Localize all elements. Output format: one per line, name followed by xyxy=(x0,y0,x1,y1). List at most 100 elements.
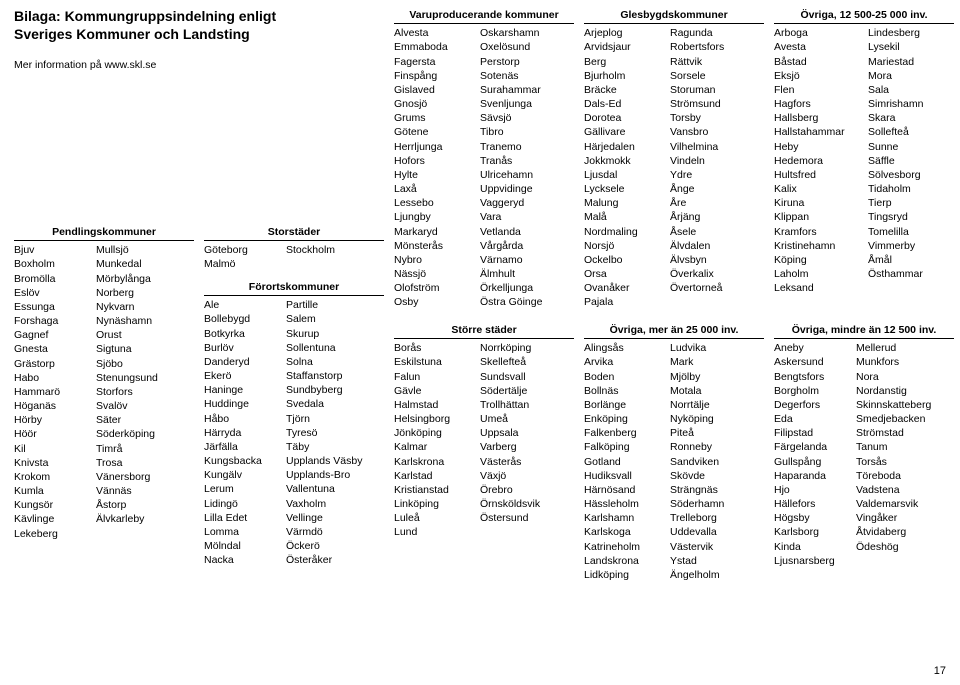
list-item: Tyresö xyxy=(286,426,384,440)
list-item: Jönköping xyxy=(394,426,480,440)
col-glesbygd-2: RagundaRobertsforsRättvikSorseleStoruman… xyxy=(670,26,764,309)
list-item: Svalöv xyxy=(96,399,194,413)
heading-ovriga-25k: Övriga, mer än 25 000 inv. xyxy=(584,323,764,339)
list-item: Svedala xyxy=(286,397,384,411)
list-item: Östersund xyxy=(480,511,574,525)
list-item: Värmdö xyxy=(286,525,384,539)
list-item: Huddinge xyxy=(204,397,286,411)
col-forort-2: PartilleSalemSkurupSollentunaSolnaStaffa… xyxy=(286,298,384,567)
list-item: Vara xyxy=(480,210,574,224)
list-item: Sundbyberg xyxy=(286,383,384,397)
list-item: Bengtsfors xyxy=(774,370,856,384)
list-item: Osby xyxy=(394,295,480,309)
list-item: Essunga xyxy=(14,300,96,314)
list-item: Sorsele xyxy=(670,69,764,83)
cols-pendlings: BjuvBoxholmBromöllaEslövEssungaForshagaG… xyxy=(14,243,194,541)
list-item: Uppsala xyxy=(480,426,574,440)
list-item: Finspång xyxy=(394,69,480,83)
list-item: Ronneby xyxy=(670,440,764,454)
list-item: Ulricehamn xyxy=(480,168,574,182)
list-item: Falköping xyxy=(584,440,670,454)
col-ovriga12_25-1: ArbogaAvestaBåstadEksjöFlenHagforsHallsb… xyxy=(774,26,868,295)
list-item: Södertälje xyxy=(480,384,574,398)
list-item: Vingåker xyxy=(856,511,954,525)
list-item: Gävle xyxy=(394,384,480,398)
list-item: Borås xyxy=(394,341,480,355)
list-item: Gotland xyxy=(584,455,670,469)
list-item: Skinnskatteberg xyxy=(856,398,954,412)
list-item: Stenungsund xyxy=(96,371,194,385)
list-item: Stockholm xyxy=(286,243,384,257)
list-item: Degerfors xyxy=(774,398,856,412)
list-item: Rättvik xyxy=(670,55,764,69)
list-item: Robertsfors xyxy=(670,40,764,54)
list-item: Boden xyxy=(584,370,670,384)
list-item: Lekeberg xyxy=(14,527,96,541)
list-item: Ydre xyxy=(670,168,764,182)
list-item: Årjäng xyxy=(670,210,764,224)
col-ovriga_lt12-1: AnebyAskersundBengtsforsBorgholmDegerfor… xyxy=(774,341,856,568)
list-item: Norsjö xyxy=(584,239,670,253)
list-item: Herrljunga xyxy=(394,140,480,154)
list-item: Tranemo xyxy=(480,140,574,154)
heading-storre-stader: Större städer xyxy=(394,323,574,339)
list-item: Tibro xyxy=(480,125,574,139)
col-forort-1: AleBollebygdBotkyrkaBurlövDanderydEkeröH… xyxy=(204,298,286,567)
list-item: Karlskrona xyxy=(394,455,480,469)
list-item: Upplands-Bro xyxy=(286,468,384,482)
col-varuprod-1: AlvestaEmmabodaFagerstaFinspångGislavedG… xyxy=(394,26,480,309)
list-item: Mjölby xyxy=(670,370,764,384)
list-item: Sigtuna xyxy=(96,342,194,356)
list-item: Perstorp xyxy=(480,55,574,69)
list-item: Bräcke xyxy=(584,83,670,97)
list-item: Älvsbyn xyxy=(670,253,764,267)
list-item: Haninge xyxy=(204,383,286,397)
list-item: Nora xyxy=(856,370,954,384)
list-item: Ale xyxy=(204,298,286,312)
list-item: Vallentuna xyxy=(286,482,384,496)
list-item: Kungälv xyxy=(204,468,286,482)
list-item: Munkfors xyxy=(856,355,954,369)
list-item: Uppvidinge xyxy=(480,182,574,196)
col-storre-1: BoråsEskilstunaFalunGävleHalmstadHelsing… xyxy=(394,341,480,539)
list-item: Vilhelmina xyxy=(670,140,764,154)
list-item: Umeå xyxy=(480,412,574,426)
list-item: Sandviken xyxy=(670,455,764,469)
list-item: Bjuv xyxy=(14,243,96,257)
list-item: Söderhamn xyxy=(670,497,764,511)
list-item: Höganäs xyxy=(14,399,96,413)
list-item: Karlshamn xyxy=(584,511,670,525)
list-item: Munkedal xyxy=(96,257,194,271)
cols-ovriga25: AlingsåsArvikaBodenBollnäsBorlängeEnköpi… xyxy=(584,341,764,582)
list-item: Orsa xyxy=(584,267,670,281)
list-item: Enköping xyxy=(584,412,670,426)
list-item: Ånge xyxy=(670,182,764,196)
group-storstader: Storstäder GöteborgMalmö Stockholm xyxy=(204,225,384,272)
col-storre-2: NorrköpingSkellefteåSundsvallSödertäljeT… xyxy=(480,341,574,539)
list-item: Gällivare xyxy=(584,125,670,139)
list-item: Hörby xyxy=(14,413,96,427)
list-item: Motala xyxy=(670,384,764,398)
list-item: Överkalix xyxy=(670,267,764,281)
list-item: Olofström xyxy=(394,281,480,295)
list-item: Nässjö xyxy=(394,267,480,281)
list-item: Håbo xyxy=(204,412,286,426)
list-item: Vellinge xyxy=(286,511,384,525)
list-item: Ljusnarsberg xyxy=(774,554,856,568)
list-item: Skara xyxy=(868,111,954,125)
group-ovriga-lt12k: Övriga, mindre än 12 500 inv. AnebyAsker… xyxy=(774,323,954,568)
list-item: Oxelösund xyxy=(480,40,574,54)
list-item: Falkenberg xyxy=(584,426,670,440)
list-item: Markaryd xyxy=(394,225,480,239)
list-item: Tidaholm xyxy=(868,182,954,196)
cols-storstader: GöteborgMalmö Stockholm xyxy=(204,243,384,271)
list-item: Filipstad xyxy=(774,426,856,440)
list-item: Sollentuna xyxy=(286,341,384,355)
list-item: Svenljunga xyxy=(480,97,574,111)
list-item: Tierp xyxy=(868,196,954,210)
list-item: Ockelbo xyxy=(584,253,670,267)
list-item: Grums xyxy=(394,111,480,125)
list-item: Sala xyxy=(868,83,954,97)
list-item: Salem xyxy=(286,312,384,326)
list-item: Åtvidaberg xyxy=(856,525,954,539)
